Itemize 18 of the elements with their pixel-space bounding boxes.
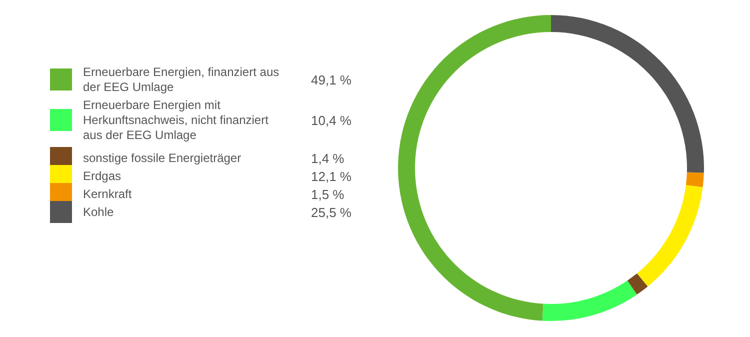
donut-slice [398,15,551,321]
donut-slice [542,280,637,321]
data-label: 49,1 % [311,72,352,88]
donut-slice [551,15,704,173]
legend-label: Erdgas [83,169,122,183]
legend-label: Erneuerbare Energien, finanziert aus der EEG Umlage [83,65,280,94]
donut-slice [637,185,703,286]
data-label: 10,4 % [311,113,352,128]
legend-label: sonstige fossile Energieträger [83,151,242,165]
donut-slice [627,273,648,295]
data-label: 1,5 % [311,187,345,202]
data-label: 25,5 % [311,205,352,220]
data-label: 12,1 % [311,169,352,184]
donut-slice [686,172,704,188]
legend-label: Kernkraft [83,187,132,201]
data-label: 1,4 % [311,151,345,166]
legend-label: Kohle [83,205,114,219]
legend-label: Erneuerbare Energien mit Herkunftsnachweis, nicht finanziert aus der EEG Umlage [83,98,270,142]
